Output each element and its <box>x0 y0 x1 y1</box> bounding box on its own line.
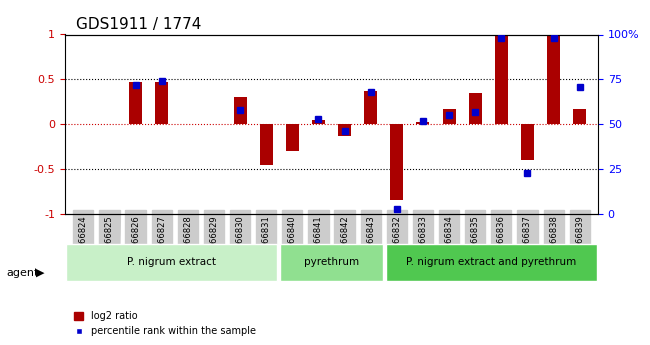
Text: agent: agent <box>6 268 39 277</box>
Legend: log2 ratio, percentile rank within the sample: log2 ratio, percentile rank within the s… <box>70 307 260 340</box>
Bar <box>233 97 246 124</box>
Text: GDS1911 / 1774: GDS1911 / 1774 <box>75 17 201 32</box>
Bar <box>547 36 560 124</box>
Text: P. nigrum extract: P. nigrum extract <box>127 257 216 267</box>
FancyBboxPatch shape <box>280 244 384 281</box>
Text: P. nigrum extract and pyrethrum: P. nigrum extract and pyrethrum <box>406 257 577 267</box>
Bar <box>469 93 482 124</box>
Bar <box>286 124 299 151</box>
Text: ▶: ▶ <box>36 268 44 277</box>
Bar <box>495 36 508 124</box>
Bar <box>338 124 351 136</box>
Bar <box>364 91 377 124</box>
FancyBboxPatch shape <box>66 244 277 281</box>
Bar <box>312 120 325 124</box>
Bar <box>417 122 430 124</box>
Bar <box>390 124 404 200</box>
Bar <box>573 109 586 124</box>
FancyBboxPatch shape <box>386 244 597 281</box>
Bar <box>443 109 456 124</box>
Bar <box>155 82 168 124</box>
Text: pyrethrum: pyrethrum <box>304 257 359 267</box>
Bar <box>259 124 273 165</box>
Bar <box>129 82 142 124</box>
Bar <box>521 124 534 160</box>
